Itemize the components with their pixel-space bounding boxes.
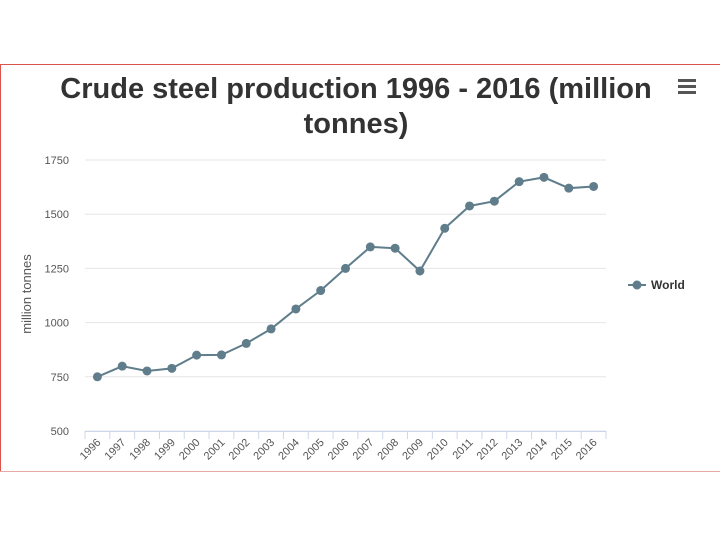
data-point[interactable]: [167, 363, 177, 373]
x-tick-label: 2016: [574, 437, 600, 463]
data-point[interactable]: [365, 242, 375, 252]
x-tick-label: 2010: [425, 437, 451, 463]
y-tick-label: 500: [51, 426, 69, 438]
data-point[interactable]: [415, 266, 425, 276]
frame-left-border: [0, 64, 1, 472]
x-tick-label: 2013: [499, 437, 525, 463]
grid: [85, 159, 606, 432]
y-tick-label: 1500: [45, 209, 69, 221]
data-point[interactable]: [589, 181, 599, 191]
data-point[interactable]: [316, 286, 326, 296]
data-point[interactable]: [539, 172, 549, 182]
data-point[interactable]: [440, 223, 450, 233]
x-tick-label: 2007: [351, 437, 377, 463]
data-point[interactable]: [564, 183, 574, 193]
x-tick-label: 2009: [400, 437, 426, 463]
data-point[interactable]: [92, 372, 102, 382]
data-point[interactable]: [216, 350, 226, 360]
y-tick-label: 1000: [45, 318, 69, 330]
data-point[interactable]: [390, 243, 400, 253]
y-axis-ticks: 500 750 1000 1250 1500 1750: [45, 155, 69, 438]
y-tick-label: 750: [51, 372, 69, 384]
data-point[interactable]: [266, 324, 276, 334]
frame-top-border: [0, 64, 720, 65]
x-tick-label: 2002: [227, 437, 253, 463]
data-point[interactable]: [341, 263, 350, 273]
x-tick-label: 1996: [78, 437, 104, 463]
data-point[interactable]: [291, 304, 301, 314]
data-point[interactable]: [489, 196, 499, 206]
x-tick-label: 2015: [549, 437, 575, 463]
legend[interactable]: World: [628, 278, 685, 292]
series-world: [92, 172, 599, 382]
x-tick-label: 2008: [375, 437, 401, 463]
chart-title-line-2: tonnes): [304, 108, 409, 140]
x-tick-label: 2006: [326, 437, 352, 463]
x-tick-label: 2000: [177, 437, 203, 463]
data-point[interactable]: [117, 361, 127, 371]
x-tick-label: 2004: [276, 437, 302, 463]
x-tick-label: 1997: [103, 437, 129, 463]
x-tick-label: 2001: [202, 437, 228, 463]
frame-bottom-border: [0, 471, 720, 472]
data-point[interactable]: [192, 350, 202, 360]
y-axis-label: million tonnes: [19, 254, 34, 334]
y-tick-label: 1250: [45, 263, 69, 275]
legend-marker: [632, 280, 642, 290]
x-tick-label: 2014: [524, 437, 550, 463]
x-axis: [84, 431, 607, 439]
legend-label-world: World: [651, 278, 685, 292]
x-tick-label: 2011: [450, 437, 475, 462]
x-tick-label: 1998: [127, 437, 153, 463]
series-line-world: [97, 176, 594, 378]
x-tick-label: 2012: [475, 437, 501, 463]
chart-title-line-1: Crude steel production 1996 - 2016 (mill…: [60, 73, 651, 105]
y-tick-label: 1750: [45, 155, 69, 167]
data-point[interactable]: [241, 338, 251, 348]
x-tick-label: 1999: [152, 437, 178, 463]
data-point[interactable]: [514, 177, 524, 187]
chart-title: Crude steel production 1996 - 2016 (mill…: [60, 73, 651, 140]
hamburger-menu-icon[interactable]: [676, 77, 698, 97]
data-point[interactable]: [465, 201, 475, 211]
x-tick-label: 2003: [251, 437, 277, 463]
data-point[interactable]: [142, 366, 152, 376]
x-tick-label: 2005: [301, 437, 327, 463]
x-axis-ticks: 1996 1997 1998 1999 2000 2001 2002 2003 2004 2005…: [78, 437, 600, 463]
